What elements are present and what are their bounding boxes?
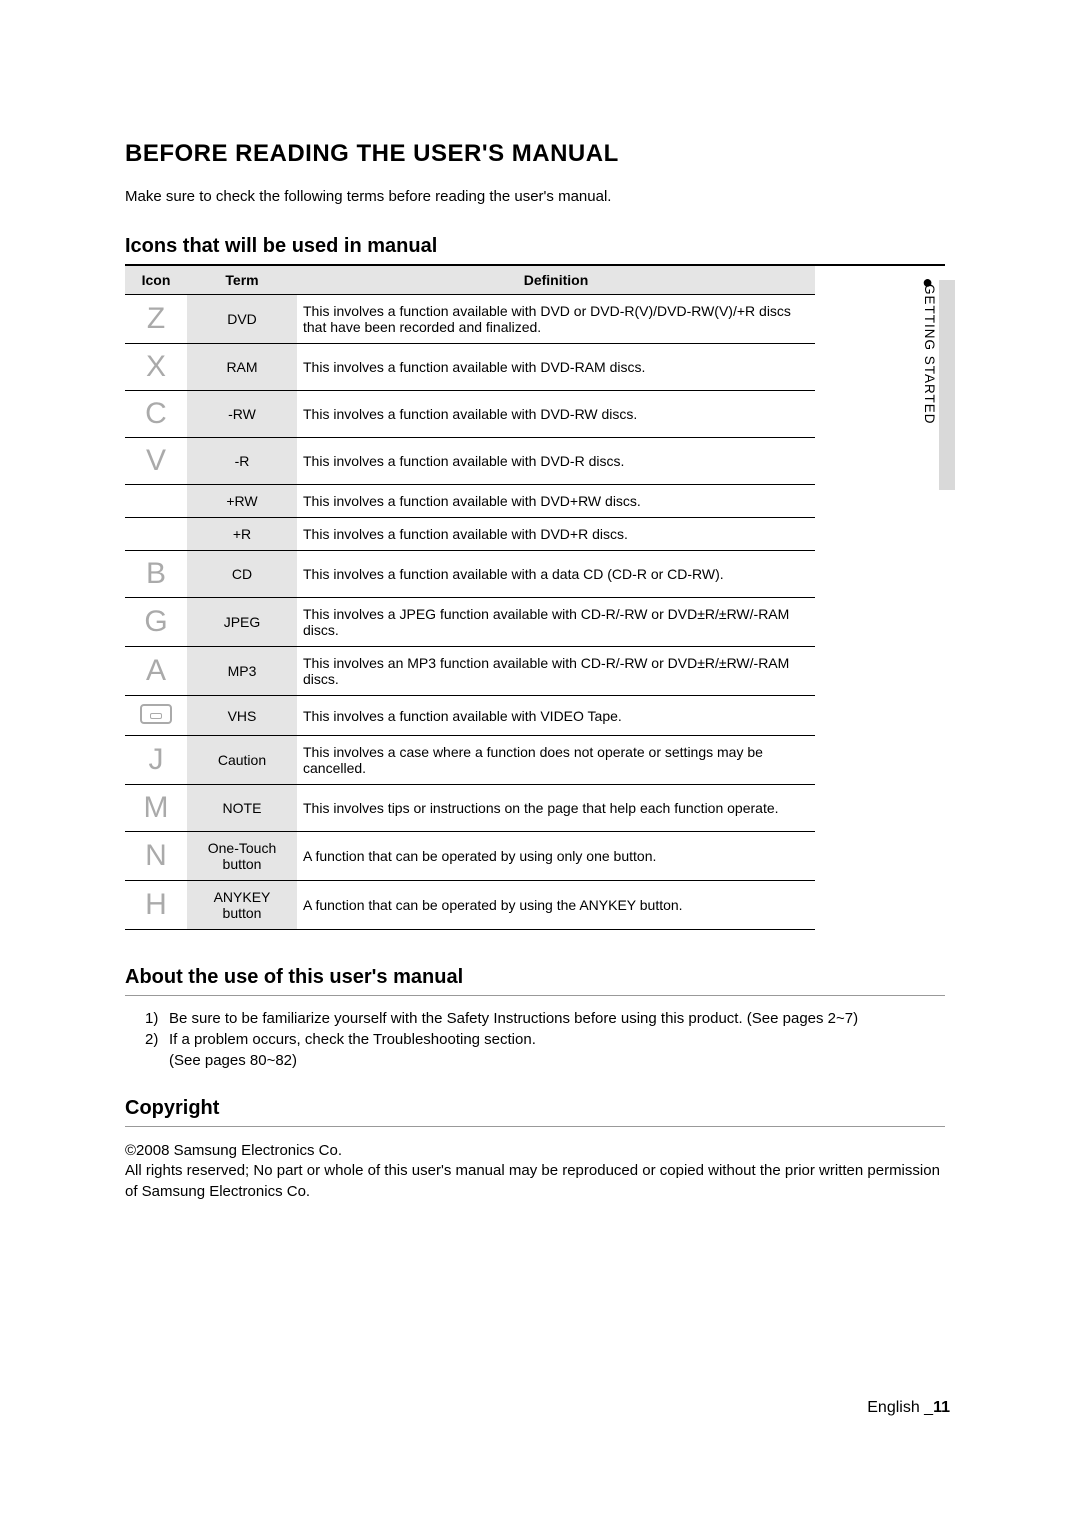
definition-cell: This involves a function available with … xyxy=(297,438,815,485)
icon-cell: A xyxy=(125,647,187,696)
copyright-rule xyxy=(125,1126,945,1127)
page-footer: English _11 xyxy=(867,1399,950,1417)
about-heading: About the use of this user's manual xyxy=(125,966,945,989)
term-cell: RAM xyxy=(187,344,297,391)
th-icon: Icon xyxy=(125,266,187,295)
definition-cell: This involves a function available with … xyxy=(297,696,815,736)
icon-cell: G xyxy=(125,598,187,647)
icon-cell: V xyxy=(125,438,187,485)
footer-lang: English _ xyxy=(867,1399,933,1416)
icons-heading: Icons that will be used in manual xyxy=(125,235,945,258)
term-cell: MP3 xyxy=(187,647,297,696)
glyph-icon: A xyxy=(146,654,166,687)
table-row: M NOTEThis involves tips or instructions … xyxy=(125,785,815,832)
term-cell: +R xyxy=(187,518,297,551)
table-row: +RThis involves a function available wit… xyxy=(125,518,815,551)
copyright-text: ©2008 Samsung Electronics Co. All rights… xyxy=(125,1141,945,1202)
icon-cell: M xyxy=(125,785,187,832)
page-title: BEFORE READING THE USER'S MANUAL xyxy=(125,140,945,168)
side-section-label: GETTING STARTED xyxy=(922,284,937,425)
th-term: Term xyxy=(187,266,297,295)
glyph-icon: C xyxy=(145,397,167,430)
icon-cell xyxy=(125,518,187,551)
table-row: J CautionThis involves a case where a fun… xyxy=(125,736,815,785)
definition-cell: This involves a function available with … xyxy=(297,485,815,518)
footer-page-number: 11 xyxy=(933,1399,950,1416)
definition-cell: A function that can be operated by using… xyxy=(297,881,815,930)
term-cell: -RW xyxy=(187,391,297,438)
icon-cell: Z xyxy=(125,295,187,344)
definition-cell: This involves a function available with … xyxy=(297,344,815,391)
definition-cell: This involves a function available with … xyxy=(297,518,815,551)
icon-cell: J xyxy=(125,736,187,785)
side-tab-bar xyxy=(939,280,955,490)
definition-cell: This involves a function available with … xyxy=(297,295,815,344)
definition-cell: This involves a function available with … xyxy=(297,551,815,598)
copyright-heading: Copyright xyxy=(125,1097,945,1120)
term-cell: One-Touch button xyxy=(187,832,297,881)
list-item: 1)Be sure to be familiarize yourself wit… xyxy=(145,1010,945,1027)
table-row: VHSThis involves a function available wi… xyxy=(125,696,815,736)
definition-cell: This involves a function available with … xyxy=(297,391,815,438)
table-row: B CDThis involves a function available wi… xyxy=(125,551,815,598)
table-row: H ANYKEY buttonA function that can be ope… xyxy=(125,881,815,930)
intro-text: Make sure to check the following terms b… xyxy=(125,188,945,205)
glyph-icon: B xyxy=(146,557,166,590)
term-cell: Caution xyxy=(187,736,297,785)
table-row: G JPEGThis involves a JPEG function avail… xyxy=(125,598,815,647)
glyph-icon: V xyxy=(146,444,166,477)
icon-cell: N xyxy=(125,832,187,881)
icon-cell: C xyxy=(125,391,187,438)
th-def: Definition xyxy=(297,266,815,295)
glyph-icon: Z xyxy=(147,302,165,335)
definition-cell: This involves an MP3 function available … xyxy=(297,647,815,696)
table-row: C -RWThis involves a function available w… xyxy=(125,391,815,438)
table-row: Z DVDThis involves a function available w… xyxy=(125,295,815,344)
definition-cell: A function that can be operated by using… xyxy=(297,832,815,881)
glyph-icon: M xyxy=(144,791,169,824)
term-cell: JPEG xyxy=(187,598,297,647)
table-row: +RWThis involves a function available wi… xyxy=(125,485,815,518)
term-cell: VHS xyxy=(187,696,297,736)
list-item: 2)If a problem occurs, check the Trouble… xyxy=(145,1031,945,1048)
table-row: V -RThis involves a function available wi… xyxy=(125,438,815,485)
glyph-icon: G xyxy=(144,605,167,638)
icon-cell: X xyxy=(125,344,187,391)
glyph-icon: X xyxy=(146,350,166,383)
term-cell: -R xyxy=(187,438,297,485)
icons-table: Icon Term Definition ZDVDThis involves a… xyxy=(125,266,815,930)
about-list: 1)Be sure to be familiarize yourself wit… xyxy=(125,1010,945,1069)
table-row: A MP3This involves an MP3 function availa… xyxy=(125,647,815,696)
term-cell: DVD xyxy=(187,295,297,344)
about-rule xyxy=(125,995,945,996)
term-cell: CD xyxy=(187,551,297,598)
side-tab: ● GETTING STARTED xyxy=(919,280,955,490)
list-item: (See pages 80~82) xyxy=(145,1052,945,1069)
definition-cell: This involves a JPEG function available … xyxy=(297,598,815,647)
term-cell: NOTE xyxy=(187,785,297,832)
vhs-icon xyxy=(140,704,172,724)
term-cell: +RW xyxy=(187,485,297,518)
icon-cell xyxy=(125,485,187,518)
term-cell: ANYKEY button xyxy=(187,881,297,930)
glyph-icon: H xyxy=(145,888,167,921)
definition-cell: This involves a case where a function do… xyxy=(297,736,815,785)
glyph-icon: N xyxy=(145,839,167,872)
definition-cell: This involves tips or instructions on th… xyxy=(297,785,815,832)
glyph-icon: J xyxy=(149,743,164,776)
icon-cell: H xyxy=(125,881,187,930)
icon-cell xyxy=(125,696,187,736)
icon-cell: B xyxy=(125,551,187,598)
table-row: N One-Touch buttonA function that can be … xyxy=(125,832,815,881)
table-row: X RAMThis involves a function available w… xyxy=(125,344,815,391)
